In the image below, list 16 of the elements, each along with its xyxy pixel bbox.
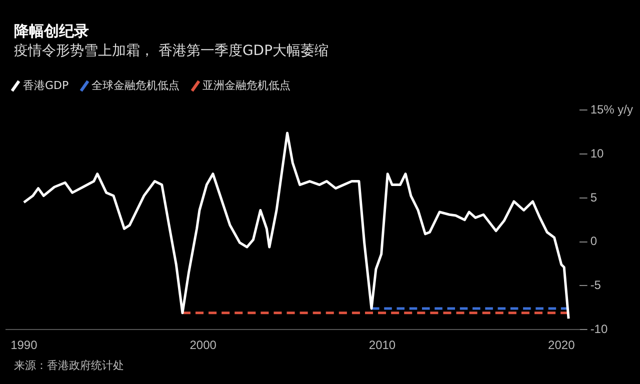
x-tick-label: 2010 [368, 338, 396, 352]
source-note: 来源：香港政府统计处 [14, 358, 124, 373]
x-tick-label: 2000 [190, 338, 217, 352]
y-tick-label: 15% y/y [590, 102, 633, 117]
y-tick-label: 0 [590, 234, 598, 248]
x-tick-label: 2020 [548, 338, 576, 352]
legend-label: 亚洲金融危机低点 [202, 78, 291, 93]
y-tick-label: 5 [590, 190, 598, 204]
chart-title: 降幅创纪录 [14, 22, 89, 41]
legend-label: 香港GDP [22, 78, 69, 93]
x-tick-label: 1990 [10, 338, 38, 352]
chart-subtitle: 疫情令形势雪上加霜， 香港第一季度GDP大幅萎缩 [14, 42, 329, 60]
y-tick-label: -10 [590, 322, 608, 336]
y-tick-label: -5 [590, 278, 602, 292]
legend-label: 全球金融危机低点 [90, 78, 180, 93]
y-tick-label: 10 [590, 146, 604, 160]
